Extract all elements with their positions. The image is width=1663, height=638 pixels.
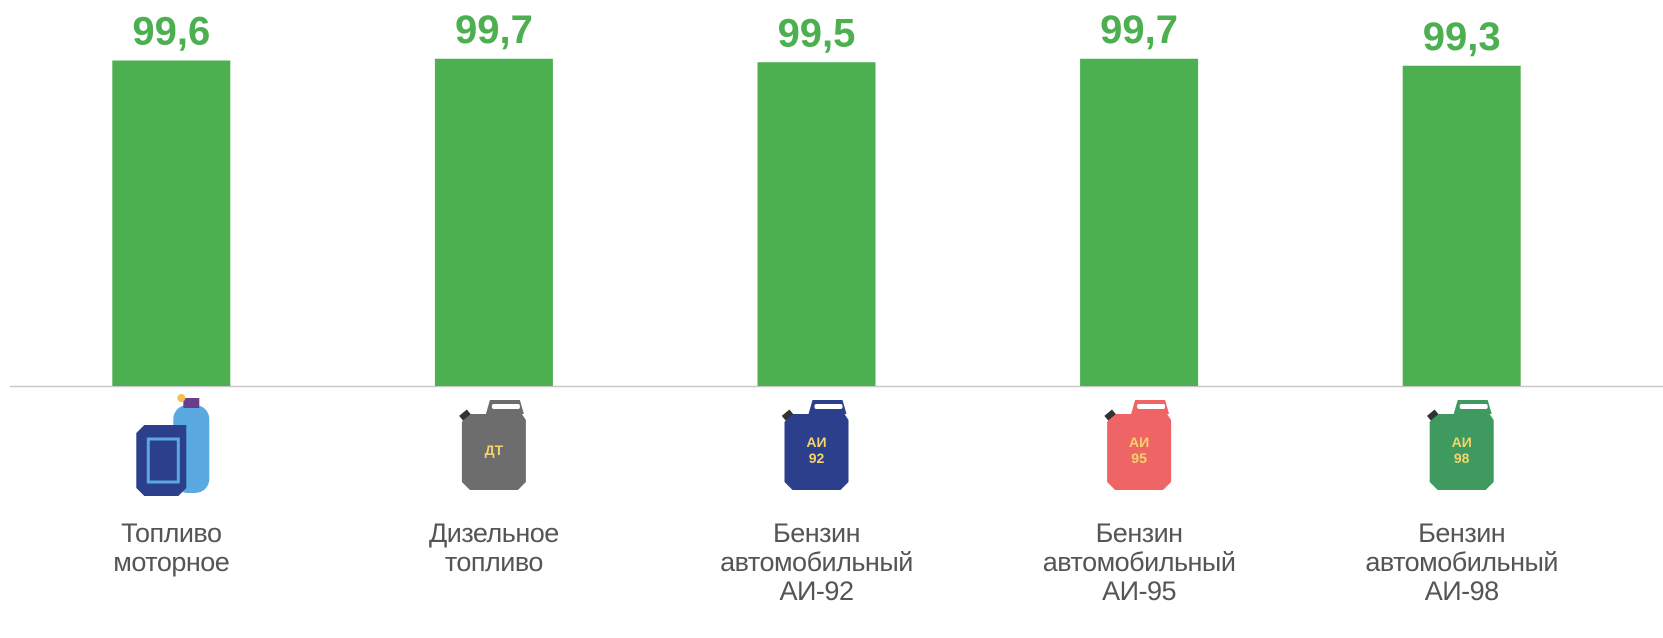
x-tick-label: Топливо моторное [113,518,230,577]
bar [1402,65,1521,386]
canister-body [1429,414,1494,490]
cylinder-valve [183,398,200,408]
icon-label: АИ 95 [1129,434,1150,466]
x-tick-label: Бензин автомобильный АИ-98 [1365,518,1559,606]
canister-spout [781,409,794,421]
value-label: 99,7 [1100,8,1178,52]
value-label: 99,5 [778,11,856,55]
canister-handle-hole [814,404,843,409]
canister-handle-hole [1137,404,1166,409]
canister-handle-hole [491,404,520,409]
canister-body [784,414,849,490]
bar [1080,58,1199,386]
x-tick-label: Бензин автомобильный АИ-95 [1042,518,1236,606]
bar [757,62,876,386]
value-label: 99,7 [455,8,533,52]
x-tick-label: Дизельное топливо [428,518,559,577]
canister-body [1107,414,1172,490]
canister-spout [1104,409,1116,421]
bar [434,58,553,386]
valve-knob [177,394,186,402]
canister-spout [1426,409,1439,421]
icon-label: АИ 98 [1451,434,1472,466]
canister-icon [136,425,187,496]
canister-handle-hole [1459,404,1488,409]
icon-label: АИ 92 [806,434,827,466]
canister-icon [459,400,526,490]
icon-label: ДТ [484,442,504,458]
canister-icon [781,400,849,490]
value-label: 99,3 [1423,15,1501,59]
canister-icon [1426,400,1494,490]
bar [112,60,231,386]
value-label: 99,6 [132,10,210,54]
x-tick-label: Бензин автомобильный АИ-92 [720,518,913,606]
canister-spout [459,409,471,421]
canister-icon [1104,400,1172,490]
canister-inner [146,437,180,484]
canister-body [461,414,526,490]
